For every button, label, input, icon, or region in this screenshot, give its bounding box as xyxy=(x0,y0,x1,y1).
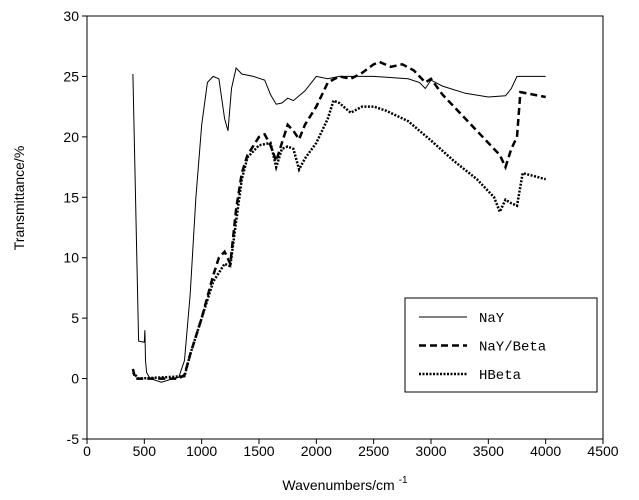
x-tick-label: 4000 xyxy=(530,443,561,459)
y-tick-label: 5 xyxy=(71,310,79,326)
x-tick-label: 0 xyxy=(83,443,91,459)
y-tick-label: 20 xyxy=(63,129,79,145)
x-tick-label: 3500 xyxy=(473,443,504,459)
series-line xyxy=(132,66,546,383)
y-tick-label: 0 xyxy=(71,371,79,387)
y-axis-title: Transmittance/% xyxy=(11,146,27,251)
series-line xyxy=(131,98,547,380)
x-tick-label: 1500 xyxy=(243,443,274,459)
legend-label: NaY xyxy=(479,311,505,327)
x-tick-label: 2000 xyxy=(301,443,332,459)
y-tick-label: 15 xyxy=(63,189,79,205)
x-tick-label: 4500 xyxy=(587,443,618,459)
x-axis-title-text: Wavenumbers/cm xyxy=(282,477,394,493)
x-axis-title: Wavenumbers/cm -1 xyxy=(282,475,408,493)
legend: NaY NaY/Beta HBeta xyxy=(404,297,598,393)
y-tick-label: 25 xyxy=(63,68,79,84)
y-tick-label: 10 xyxy=(63,250,79,266)
legend-label: NaY/Beta xyxy=(479,340,546,356)
series-line xyxy=(131,60,546,380)
y-tick-label: 30 xyxy=(63,8,79,24)
x-tick-label: 500 xyxy=(133,443,157,459)
x-tick-label: 3000 xyxy=(415,443,446,459)
plot-frame xyxy=(86,15,604,440)
legend-label: HBeta xyxy=(479,368,521,384)
x-axis-title-superscript: -1 xyxy=(399,475,408,486)
x-tick-label: 2500 xyxy=(358,443,389,459)
y-tick-label: -5 xyxy=(67,431,80,447)
x-tick-label: 1000 xyxy=(186,443,217,459)
